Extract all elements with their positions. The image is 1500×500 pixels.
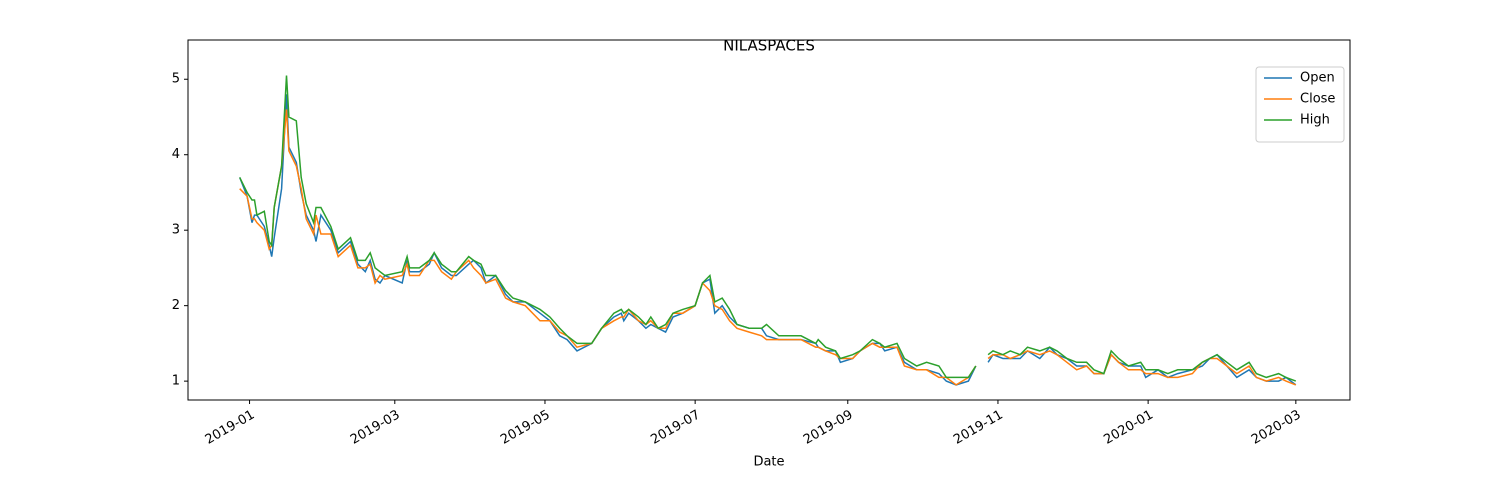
x-axis-label: Date: [753, 455, 784, 470]
y-tick-label: 1: [172, 374, 180, 389]
x-tick-label: 2019-05: [498, 408, 553, 448]
legend-label: High: [1300, 113, 1330, 128]
y-tick-label: 2: [172, 298, 180, 313]
x-tick-label: 2020-01: [1101, 408, 1156, 448]
y-tick-label: 3: [172, 223, 180, 238]
plot-frame: [187, 39, 1351, 401]
series-line: [239, 75, 977, 379]
legend-label: Close: [1300, 92, 1335, 107]
chart-title: NILASPACES: [723, 37, 815, 55]
x-tick-label: 2019-03: [348, 408, 403, 448]
series-line: [987, 350, 1297, 386]
series-line: [239, 94, 977, 386]
x-tick-label: 2020-03: [1249, 408, 1304, 448]
x-tick-label: 2019-09: [801, 408, 856, 448]
y-tick-label: 4: [172, 147, 180, 162]
series-line: [987, 346, 1297, 382]
series-line: [987, 346, 1297, 386]
x-tick-label: 2019-07: [648, 408, 703, 448]
legend: Open Close High: [1255, 66, 1345, 143]
legend-box: [1255, 66, 1345, 143]
y-tick-label: 5: [172, 72, 180, 87]
x-tick-label: 2019-11: [951, 408, 1006, 448]
x-tick-label: 2019-01: [203, 408, 258, 448]
series-line: [239, 109, 977, 386]
legend-label: Open: [1300, 71, 1335, 86]
